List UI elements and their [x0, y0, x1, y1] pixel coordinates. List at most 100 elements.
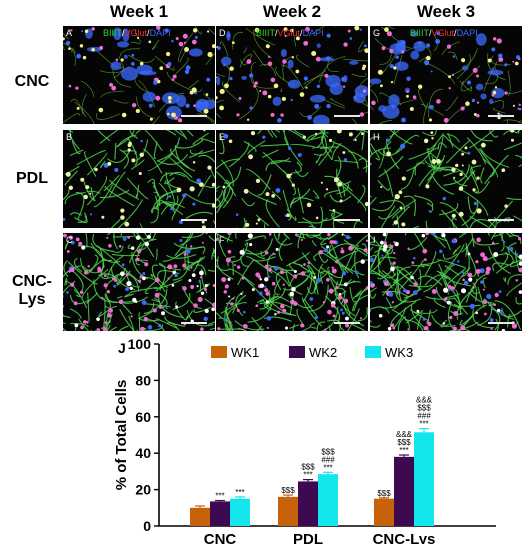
scale-bar	[334, 115, 360, 117]
stain-text: DAPI	[302, 28, 324, 38]
panel-letter: A	[66, 28, 73, 38]
stain-legend: BIIIT/VGlut/DAPI	[256, 28, 324, 38]
scale-bar	[488, 322, 514, 324]
legend-swatch	[365, 346, 381, 358]
significance-marker: $$$	[397, 438, 411, 447]
significance-marker: ***	[323, 463, 332, 472]
significance-marker: $$$	[281, 486, 295, 495]
micrograph-panel: H	[370, 130, 522, 228]
legend-label: WK1	[231, 345, 259, 360]
column-header: Week 3	[416, 2, 476, 21]
stain-text: /	[147, 28, 150, 38]
micrograph-texture	[216, 233, 368, 331]
legend-swatch	[211, 346, 227, 358]
stain-text: BIIIT	[103, 28, 123, 38]
y-tick-label: 100	[128, 336, 152, 352]
bar	[298, 481, 318, 526]
significance-marker: &&&	[396, 430, 413, 439]
stain-text: /	[122, 28, 125, 38]
scale-bar	[181, 219, 207, 221]
x-tick-label: PDL	[293, 531, 323, 544]
legend-swatch	[289, 346, 305, 358]
panel-letter: E	[219, 132, 226, 142]
panel-letter: G	[373, 28, 381, 38]
row-header: PDL	[16, 170, 48, 187]
bar	[278, 496, 298, 526]
stain-text: VGlut	[431, 28, 455, 38]
x-tick-label: CNC	[204, 531, 237, 544]
stain-text: DAPI	[456, 28, 478, 38]
legend-label: WK2	[309, 345, 337, 360]
scale-bar	[488, 219, 514, 221]
x-tick-label: CNC-Lys	[373, 531, 436, 544]
scale-bar	[334, 219, 360, 221]
stain-text: /	[429, 28, 432, 38]
micrograph-texture	[370, 130, 522, 228]
micrograph-texture	[216, 26, 368, 124]
stain-text: VGlut	[277, 28, 301, 38]
significance-marker: ***	[235, 488, 244, 497]
panel-letter: F	[219, 235, 225, 245]
micrograph-panel: C	[63, 233, 215, 331]
y-tick-label: 0	[143, 518, 151, 534]
stain-text: /	[275, 28, 278, 38]
significance-marker: $$$	[321, 447, 335, 456]
panel-letter: B	[66, 132, 73, 142]
bar	[318, 474, 338, 526]
stain-text: BIIIT	[256, 28, 276, 38]
micrograph-texture	[216, 130, 368, 228]
micrograph-panel: F	[216, 233, 368, 331]
row-header: CNC	[14, 73, 50, 90]
chart-panel-letter: J	[118, 340, 126, 356]
panel-letter: C	[66, 235, 73, 245]
significance-marker: ***	[215, 492, 224, 501]
y-tick-label: 60	[135, 409, 151, 425]
bar	[394, 456, 414, 526]
significance-marker: ###	[321, 455, 335, 464]
micrograph-texture	[370, 233, 522, 331]
scale-bar	[334, 322, 360, 324]
micrograph-panel: E	[216, 130, 368, 228]
stain-text: DAPI	[149, 28, 171, 38]
panel-letter: H	[373, 132, 380, 142]
scale-bar	[181, 115, 207, 117]
row-header: CNC-Lys	[12, 273, 52, 308]
panel-letter: I	[373, 235, 376, 245]
y-tick-label: 40	[135, 445, 151, 461]
stain-legend: BIIIT/VGlut/DAPI	[103, 28, 171, 38]
bar	[190, 507, 210, 526]
y-tick-label: 80	[135, 372, 151, 388]
bar-chart: 0 20 40 60 80 100 % of Total Cells CNC *** *** PDL…	[113, 336, 496, 544]
significance-marker: ###	[417, 412, 431, 421]
micrograph-texture	[63, 26, 215, 124]
stain-text: /	[300, 28, 303, 38]
bar	[414, 432, 434, 526]
bar	[210, 501, 230, 526]
y-axis-title: % of Total Cells	[113, 380, 130, 491]
significance-marker: ***	[303, 471, 312, 480]
stain-text: VGlut	[124, 28, 148, 38]
stain-text: BIIIT	[410, 28, 430, 38]
column-header: Week 2	[262, 2, 322, 21]
significance-marker: $$$	[301, 463, 315, 472]
column-header: Week 1	[109, 2, 169, 21]
micrograph-texture	[370, 26, 522, 124]
stain-legend: BIIIT/VGlut/DAPI	[410, 28, 478, 38]
bar	[374, 498, 394, 526]
significance-marker: ***	[399, 446, 408, 455]
stain-text: /	[454, 28, 457, 38]
significance-marker: ***	[419, 420, 428, 429]
micrograph-texture	[63, 130, 215, 228]
micrograph-panel: A BIIIT/VGlut/DAPI	[63, 26, 215, 124]
significance-marker: &&&	[416, 396, 433, 405]
micrograph-panel: B	[63, 130, 215, 228]
micrograph-texture	[63, 233, 215, 331]
significance-marker: $$$	[417, 404, 431, 413]
legend-label: WK3	[385, 345, 413, 360]
micrograph-panel: D BIIIT/VGlut/DAPI	[216, 26, 368, 124]
significance-marker: $$$	[377, 489, 391, 498]
y-tick-label: 20	[135, 482, 151, 498]
micrograph-panel: I	[370, 233, 522, 331]
micrograph-panel: G BIIIT/VGlut/DAPI	[370, 26, 522, 124]
panel-letter: D	[219, 28, 226, 38]
